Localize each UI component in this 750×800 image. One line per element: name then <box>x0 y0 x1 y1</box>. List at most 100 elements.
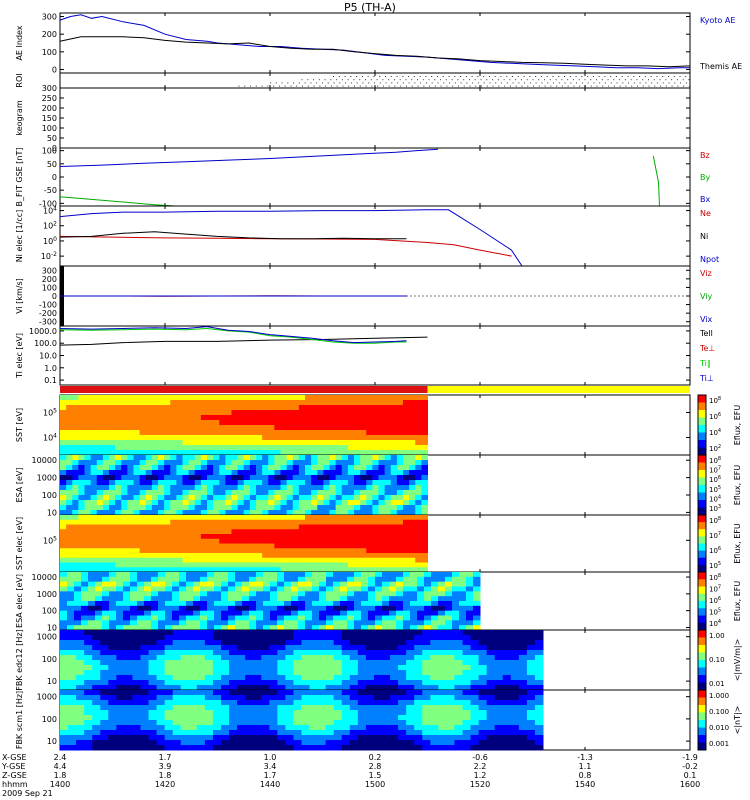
heatmap-cell <box>341 562 349 568</box>
colorbar-cell <box>698 482 706 486</box>
heatmap-cell <box>403 610 411 616</box>
heatmap-cell <box>188 490 196 496</box>
colorbar-cell <box>698 677 706 681</box>
colorbar-tick-label: 106 <box>709 596 721 605</box>
heatmap-cell <box>301 675 311 681</box>
heatmap-cell <box>164 548 171 554</box>
heatmap-cell <box>382 601 390 607</box>
heatmap-cell <box>438 591 446 597</box>
heatmap-cell <box>365 710 375 716</box>
heatmap-cell <box>486 660 496 666</box>
heatmap-cell <box>410 620 418 626</box>
heatmap-cell <box>100 685 109 691</box>
heatmap-cell <box>172 690 182 696</box>
heatmap-cell <box>76 715 85 721</box>
heatmap-cell <box>92 670 101 676</box>
heatmap-cell <box>151 601 159 607</box>
heatmap-cell <box>84 475 92 481</box>
heatmap-cell <box>421 510 428 516</box>
heatmap-cell <box>90 553 98 559</box>
heatmap-cell <box>180 735 190 741</box>
heatmap-cell <box>156 725 166 731</box>
heatmap-cell <box>237 519 245 525</box>
heatmap-cell <box>172 730 182 736</box>
heatmap-cell <box>84 715 93 721</box>
heatmap-cell <box>90 410 98 416</box>
heatmap-cell <box>204 660 214 666</box>
heatmap-cell <box>518 655 528 661</box>
heatmap-cell <box>245 655 254 661</box>
heatmap-cell <box>96 543 104 549</box>
heatmap-cell <box>60 395 67 401</box>
heatmap-cell <box>212 745 222 751</box>
heatmap-cell <box>459 586 467 592</box>
heatmap-cell <box>151 455 159 461</box>
heatmap-cell <box>145 485 153 491</box>
heatmap-cell <box>494 655 504 661</box>
heatmap-cell <box>280 553 288 559</box>
heatmap-cell <box>378 415 386 421</box>
heatmap-cell <box>176 435 183 441</box>
heatmap-cell <box>60 529 67 535</box>
heatmap-cell <box>526 645 536 651</box>
roi-dot <box>673 76 675 77</box>
heatmap-cell <box>422 680 431 686</box>
heatmap-cell <box>139 524 147 530</box>
heatmap-cell <box>231 460 239 466</box>
heatmap-cell <box>323 495 330 501</box>
heatmap-cell <box>237 720 246 726</box>
heatmap-cell <box>213 440 220 446</box>
heatmap-cell <box>176 534 183 540</box>
heatmap-cell <box>396 576 404 583</box>
heatmap-cell <box>329 543 337 549</box>
heatmap-cell <box>148 715 158 721</box>
heatmap-cell <box>366 557 373 563</box>
heatmap-cell <box>108 730 117 736</box>
heatmap-cell <box>158 625 166 631</box>
heatmap-cell <box>396 405 404 411</box>
roi-dot <box>599 82 601 84</box>
heatmap-cell <box>365 660 375 666</box>
heatmap-cell <box>156 680 166 686</box>
heatmap-cell <box>269 650 278 656</box>
heatmap-cell <box>305 425 312 431</box>
heatmap-cell <box>311 495 318 501</box>
heatmap-cell <box>319 581 327 587</box>
heatmap-cell <box>243 450 251 456</box>
heatmap-cell <box>256 562 263 568</box>
heatmap-cell <box>219 475 226 481</box>
heatmap-cell <box>188 470 196 476</box>
heatmap-cell <box>361 581 369 587</box>
heatmap-cell <box>84 670 93 676</box>
heatmap-cell <box>398 690 407 696</box>
heatmap-cell <box>384 543 392 549</box>
heatmap-cell <box>261 665 270 671</box>
heatmap-cell <box>123 625 131 631</box>
heatmap-cell <box>148 690 158 696</box>
heatmap-cell <box>452 581 460 587</box>
heatmap-cell <box>165 576 173 583</box>
heatmap-cell <box>92 700 101 706</box>
heatmap-cell <box>341 680 351 686</box>
heatmap-cell <box>214 625 222 631</box>
heatmap-cell <box>382 596 390 602</box>
heatmap-cell <box>148 655 158 661</box>
heatmap-cell <box>237 400 245 406</box>
heatmap-cell <box>415 480 422 486</box>
heatmap-cell <box>403 445 410 451</box>
heatmap-cell <box>140 725 150 731</box>
roi-dot <box>454 76 456 77</box>
y-tick-label: 1000 <box>37 474 57 483</box>
roi-dot <box>639 82 641 84</box>
heatmap-cell <box>311 490 318 496</box>
heatmap-cell <box>130 581 138 587</box>
heatmap-cell <box>341 720 351 726</box>
heatmap-cell <box>317 562 324 568</box>
heatmap-cell <box>151 495 159 501</box>
heatmap-cell <box>262 445 269 451</box>
heatmap-cell <box>148 735 158 741</box>
roi-dot <box>402 82 404 84</box>
heatmap-cell <box>237 567 245 573</box>
heatmap-cell <box>311 395 318 401</box>
heatmap-cell <box>115 495 122 501</box>
